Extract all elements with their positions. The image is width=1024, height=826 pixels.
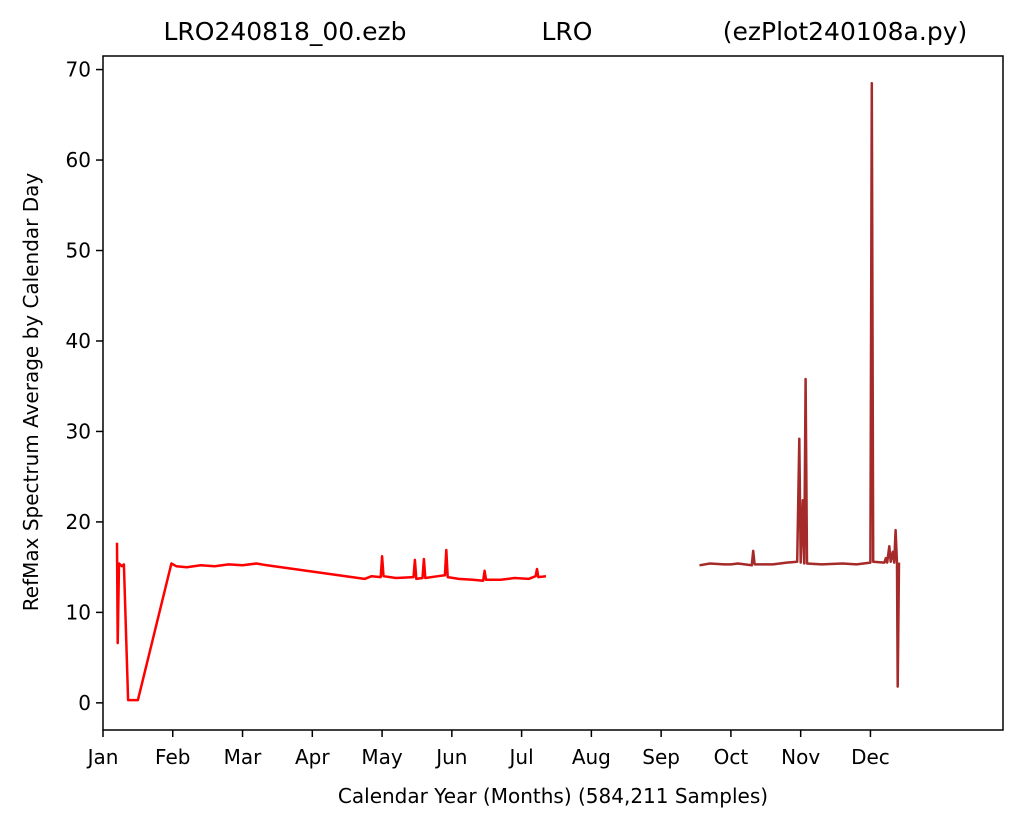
plot-area-frame	[102, 55, 1004, 731]
y-tick-label: 40	[66, 329, 91, 353]
series-line-1	[115, 542, 547, 702]
y-axis-label: RefMax Spectrum Average by Calendar Day	[19, 173, 43, 612]
y-tick-label: 30	[66, 419, 91, 443]
x-tick-label: Jan	[86, 745, 119, 769]
x-tick-label: Jul	[508, 745, 534, 769]
y-axis-ticks: 0 10 20 30 40 50 60 70	[66, 58, 103, 715]
x-tick-label: Aug	[572, 745, 611, 769]
chart-title-left: LRO240818_00.ezb	[163, 17, 406, 46]
chart-title-right: (ezPlot240108a.py)	[723, 17, 968, 46]
x-tick-label: Jun	[434, 745, 467, 769]
x-tick-label: Mar	[224, 745, 263, 769]
x-tick-label: Oct	[714, 745, 749, 769]
y-tick-label: 60	[66, 148, 91, 172]
series-line-2	[699, 81, 901, 688]
x-tick-label: Feb	[155, 745, 190, 769]
series-layer	[115, 81, 901, 702]
x-tick-label: Dec	[851, 745, 890, 769]
y-tick-label: 0	[78, 691, 91, 715]
x-tick-label: Apr	[295, 745, 330, 769]
chart-title-center: LRO	[542, 17, 593, 46]
x-axis-label: Calendar Year (Months) (584,211 Samples)	[338, 784, 768, 808]
y-tick-label: 20	[66, 510, 91, 534]
x-axis-ticks: Jan Feb Mar Apr May Jun Jul Aug Sep Oct Nov Dec	[86, 730, 890, 769]
x-tick-label: Sep	[642, 745, 680, 769]
x-tick-label: May	[361, 745, 403, 769]
y-tick-label: 10	[66, 600, 91, 624]
y-tick-label: 70	[66, 58, 91, 82]
y-tick-label: 50	[66, 239, 91, 263]
x-tick-label: Nov	[781, 745, 820, 769]
